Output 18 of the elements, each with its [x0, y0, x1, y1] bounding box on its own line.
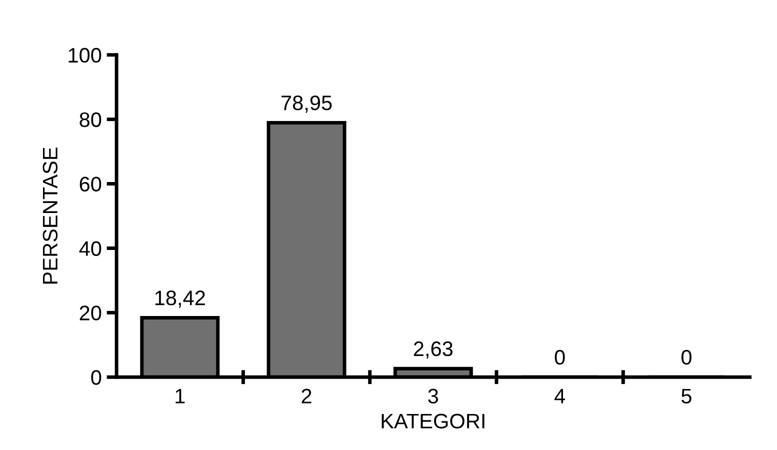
x-tick-label: 4 [554, 388, 566, 404]
x-tick-label: 3 [428, 388, 438, 404]
x-tick-label: 2 [302, 388, 312, 404]
y-axis-title: PERSENTASE [42, 148, 58, 284]
x-axis-title: KATEGORI [382, 414, 484, 428]
y-tick-label: 0 [91, 370, 102, 385]
y-tick-label: 80 [80, 112, 102, 128]
y-tick-label: 100 [68, 48, 102, 63]
y-tick-label: 60 [80, 176, 102, 192]
data-label: 18,42 [155, 290, 205, 308]
y-tick-label: 20 [80, 306, 102, 320]
data-label: 0 [554, 350, 565, 365]
data-label: 2,63 [414, 341, 453, 359]
data-label: 0 [682, 350, 692, 365]
x-tick-label: 5 [682, 388, 692, 404]
y-tick-label: 40 [79, 241, 102, 256]
x-tick-label: 1 [176, 388, 185, 404]
data-label: 78,95 [282, 96, 332, 113]
